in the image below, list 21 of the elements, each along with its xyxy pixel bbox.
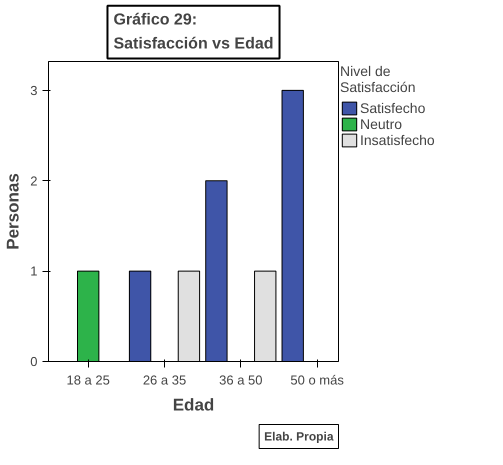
y-tick-label: 1 <box>30 264 38 279</box>
legend-label: Insatisfecho <box>360 132 435 148</box>
x-tick-label: 26 a 35 <box>142 372 186 388</box>
x-axis-title: Edad <box>172 396 214 414</box>
y-tick-label: 2 <box>30 173 38 188</box>
bar <box>128 270 152 362</box>
bar <box>205 180 228 362</box>
x-tick-label: 50 o más <box>290 372 344 388</box>
y-tick-label: 3 <box>30 82 38 98</box>
bar <box>282 90 304 362</box>
y-axis-title: Personas <box>3 173 22 250</box>
bar <box>178 270 200 362</box>
chart-title: Gráfico 29: Satisfacción vs Edad <box>113 12 274 52</box>
y-tick-label: 0 <box>30 354 38 369</box>
legend-label: Neutro <box>360 116 402 132</box>
legend-label: Satisfecho <box>360 100 426 116</box>
bar <box>254 270 276 362</box>
legend-title: Nivel de Satisfacción <box>340 63 416 95</box>
x-tick-label: 36 a 50 <box>219 372 263 388</box>
x-tick-label: 18 a 25 <box>66 372 110 388</box>
text: Elab. Propia <box>264 430 334 444</box>
